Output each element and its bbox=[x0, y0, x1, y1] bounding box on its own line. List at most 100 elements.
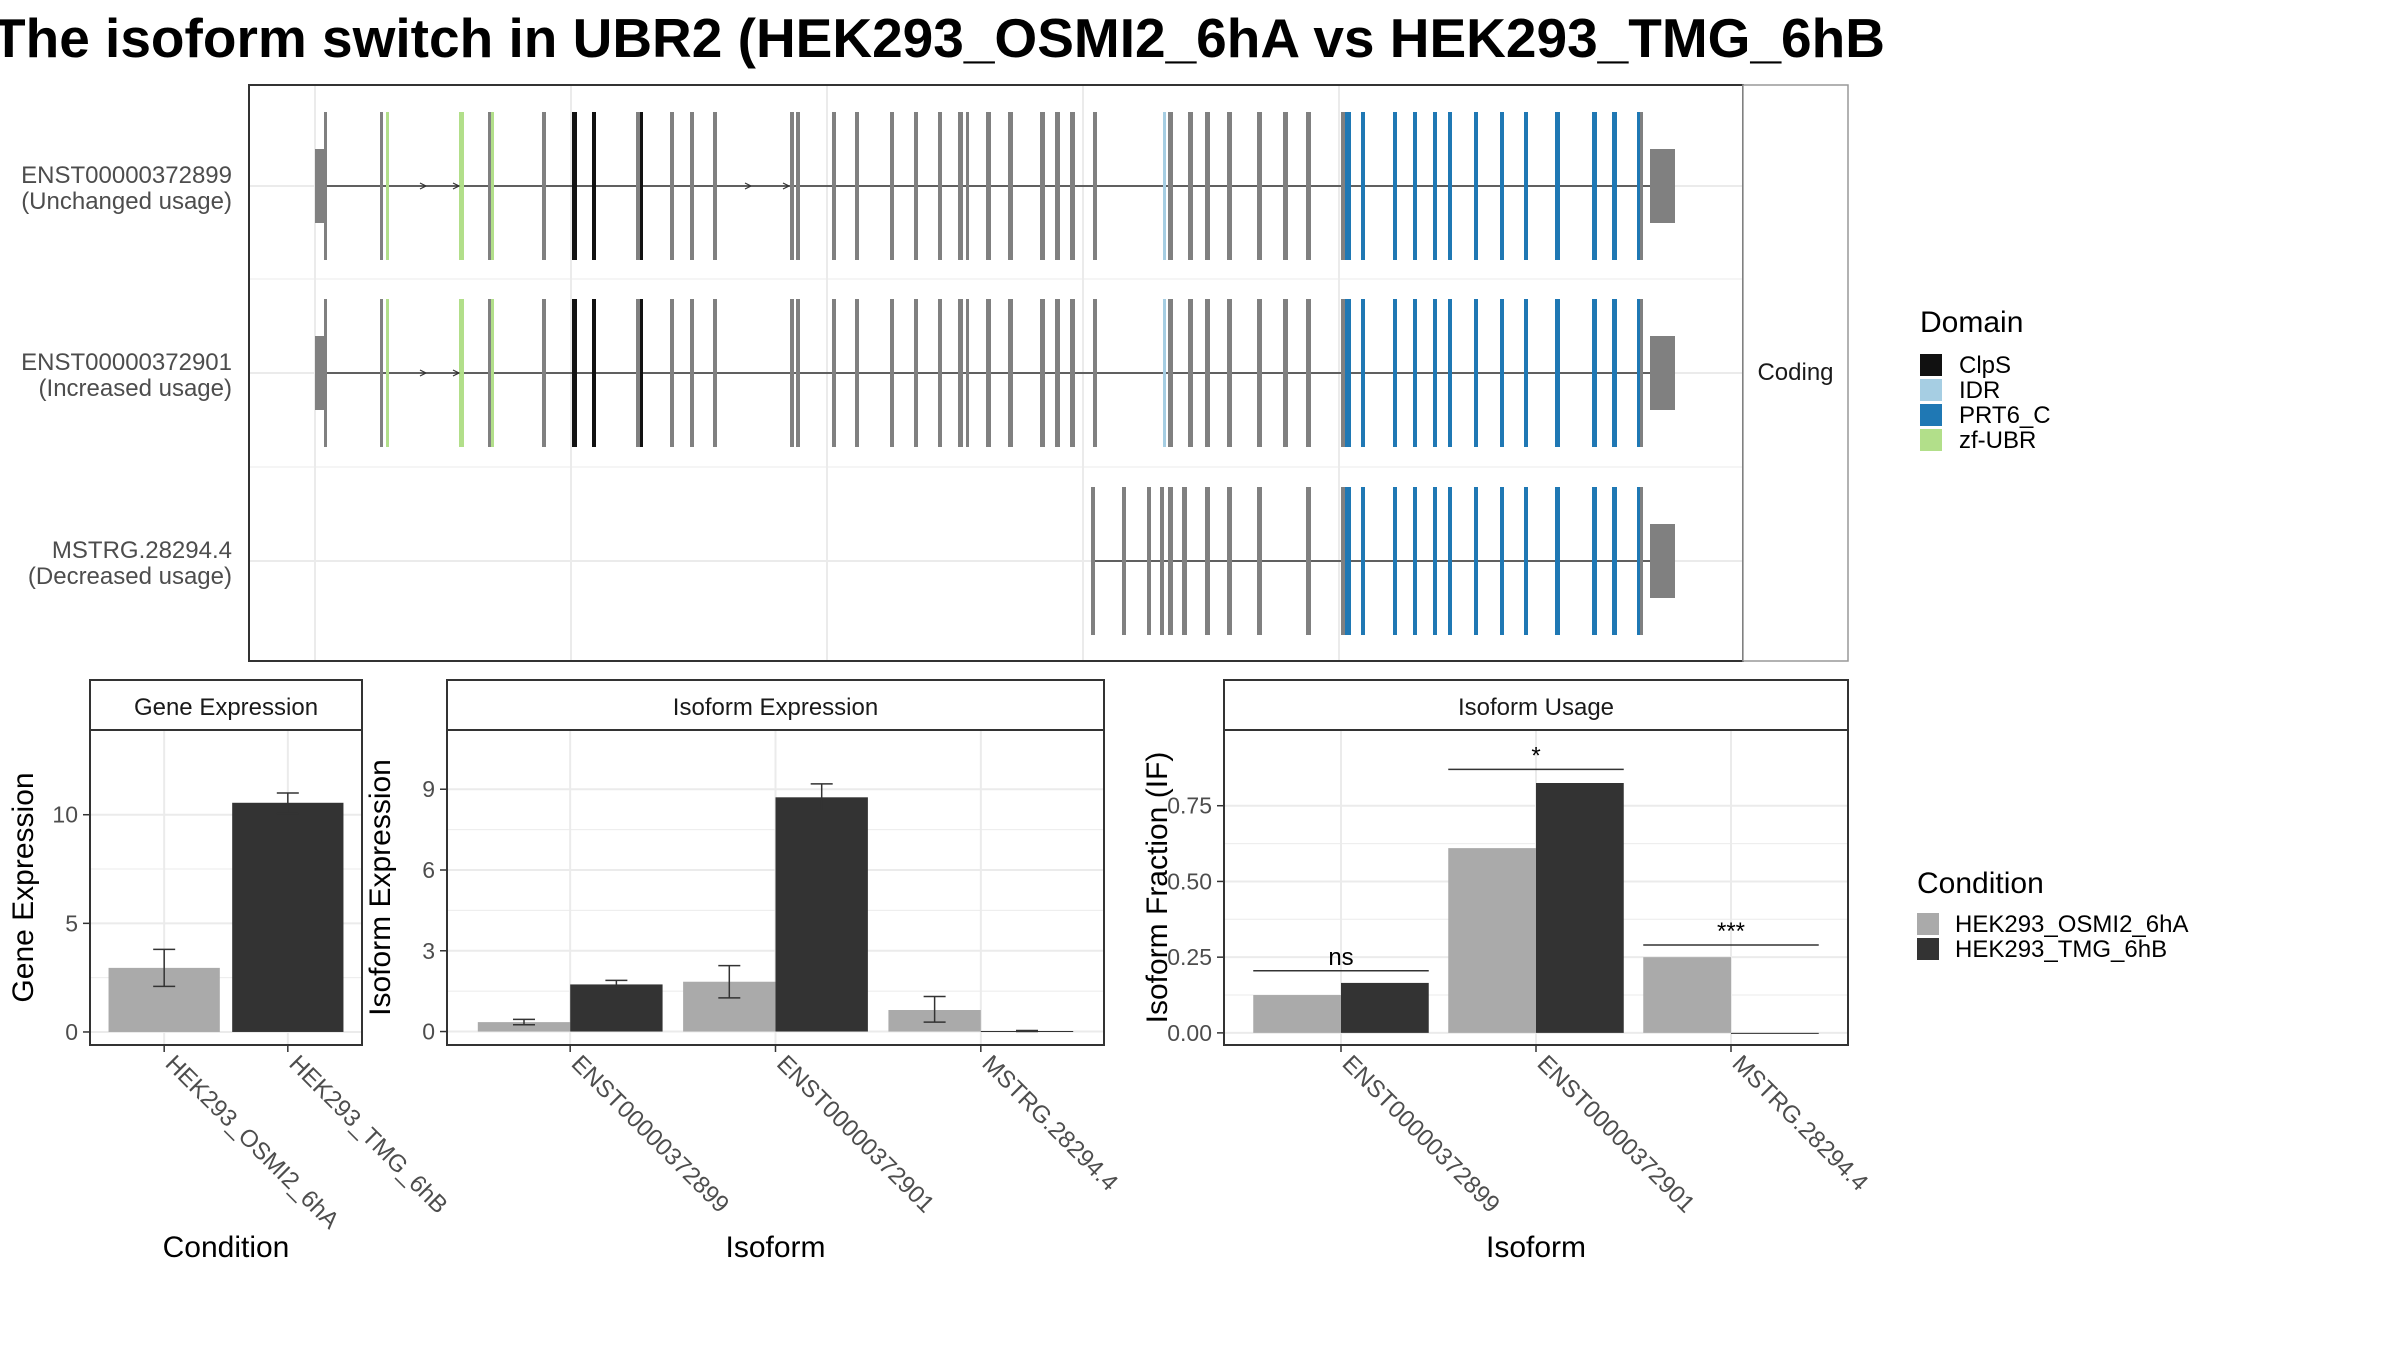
exon-block bbox=[324, 299, 327, 447]
structure-panel: Coding ENST00000372899(Unchanged usage) EN… bbox=[21, 84, 1849, 662]
exon-block bbox=[1640, 487, 1643, 635]
exon-block bbox=[572, 112, 577, 260]
exon-block bbox=[1612, 299, 1617, 447]
exon-block bbox=[1341, 112, 1345, 260]
exon-block bbox=[324, 112, 327, 260]
exon-block bbox=[542, 112, 546, 260]
x-axis-title: Isoform bbox=[1486, 1231, 1586, 1264]
exon-block bbox=[1524, 487, 1528, 635]
exon-block bbox=[713, 299, 717, 447]
exon-block bbox=[1163, 299, 1166, 447]
bar bbox=[1448, 848, 1536, 1033]
exon-block bbox=[1168, 487, 1173, 635]
y-axis-title: Gene Expression bbox=[7, 772, 40, 1002]
y-tick-label: 9 bbox=[422, 776, 435, 802]
isoform-usage-label: (Decreased usage) bbox=[28, 563, 232, 590]
exon-block bbox=[459, 299, 464, 447]
exon-block bbox=[1474, 112, 1478, 260]
exon-block bbox=[1345, 112, 1351, 260]
y-tick-label: 10 bbox=[52, 802, 78, 828]
x-axis-title: Condition bbox=[163, 1231, 290, 1264]
exon-block bbox=[1227, 487, 1232, 635]
y-axis-title: Isoform Fraction (IF) bbox=[1141, 752, 1174, 1024]
exon-block bbox=[1306, 487, 1311, 635]
exon-block bbox=[1592, 487, 1597, 635]
exon-block bbox=[1555, 487, 1560, 635]
exon-block bbox=[1393, 112, 1397, 260]
exon-block bbox=[1257, 299, 1262, 447]
exon-block bbox=[542, 299, 546, 447]
domain-legend-label: PRT6_C bbox=[1959, 402, 2051, 429]
exon-block bbox=[1008, 112, 1013, 260]
y-tick-label: 5 bbox=[65, 910, 78, 936]
exon-block bbox=[1555, 112, 1560, 260]
exon-block bbox=[1524, 299, 1528, 447]
y-tick-label: 6 bbox=[422, 857, 435, 883]
exon-block bbox=[636, 112, 640, 260]
exon-block bbox=[488, 112, 491, 260]
exon-block bbox=[1474, 487, 1478, 635]
y-tick-label: 0.00 bbox=[1167, 1020, 1212, 1046]
panel-title: Isoform Expression bbox=[673, 694, 878, 721]
exon-block bbox=[1168, 299, 1173, 447]
transcript-track bbox=[315, 112, 1675, 260]
exon-block bbox=[459, 112, 464, 260]
bar bbox=[775, 797, 868, 1032]
exon-block bbox=[713, 112, 717, 260]
exon-block bbox=[1093, 112, 1097, 260]
utr-3-prime bbox=[1650, 336, 1675, 410]
transcript-track bbox=[315, 299, 1675, 447]
exon-block bbox=[1393, 299, 1397, 447]
exon-block bbox=[855, 112, 859, 260]
exon-block bbox=[1361, 487, 1365, 635]
domain-legend-label: zf-UBR bbox=[1959, 427, 2036, 454]
strand-arrow bbox=[452, 182, 461, 190]
x-axis-title: Isoform bbox=[725, 1231, 825, 1264]
y-tick-label: 0.25 bbox=[1167, 944, 1212, 970]
exon-block bbox=[1612, 112, 1617, 260]
exon-block bbox=[1361, 299, 1365, 447]
exon-block bbox=[592, 299, 596, 447]
domain-legend-swatch bbox=[1920, 354, 1942, 376]
strand-arrow bbox=[744, 182, 753, 190]
exon-block bbox=[1122, 487, 1126, 635]
panel-strip bbox=[446, 679, 1105, 731]
strand-arrow bbox=[419, 369, 428, 377]
exon-block bbox=[938, 299, 942, 447]
exon-block bbox=[1474, 299, 1478, 447]
utr-5-prime bbox=[315, 336, 324, 410]
exon-block bbox=[1257, 487, 1262, 635]
significance-label: *** bbox=[1717, 918, 1745, 945]
x-tick-label: ENST00000372901 bbox=[771, 1050, 939, 1218]
exon-block bbox=[832, 299, 836, 447]
exon-block bbox=[1055, 112, 1060, 260]
x-tick-label: ENST00000372901 bbox=[1532, 1050, 1700, 1218]
exon-block bbox=[1592, 299, 1597, 447]
exon-block bbox=[890, 299, 894, 447]
exon-block bbox=[1283, 112, 1288, 260]
exon-block bbox=[572, 299, 577, 447]
exon-block bbox=[1345, 299, 1351, 447]
exon-block bbox=[1188, 299, 1193, 447]
exon-block bbox=[966, 112, 969, 260]
domain-legend-swatch bbox=[1920, 404, 1942, 426]
exon-block bbox=[1393, 487, 1397, 635]
exon-block bbox=[958, 112, 963, 260]
exon-block bbox=[380, 299, 383, 447]
exon-block bbox=[1188, 112, 1193, 260]
exon-block bbox=[491, 112, 494, 260]
exon-block bbox=[1640, 112, 1643, 260]
exon-block bbox=[491, 299, 494, 447]
exon-block bbox=[1555, 299, 1560, 447]
exon-block bbox=[1637, 299, 1641, 447]
bar bbox=[1341, 982, 1429, 1033]
exon-block bbox=[1163, 112, 1166, 260]
exon-block bbox=[1524, 112, 1528, 260]
exon-block bbox=[1448, 112, 1452, 260]
exon-block bbox=[380, 112, 383, 260]
exon-block bbox=[1160, 487, 1164, 635]
exon-block bbox=[386, 112, 389, 260]
exon-block bbox=[636, 299, 640, 447]
exon-block bbox=[1640, 299, 1643, 447]
